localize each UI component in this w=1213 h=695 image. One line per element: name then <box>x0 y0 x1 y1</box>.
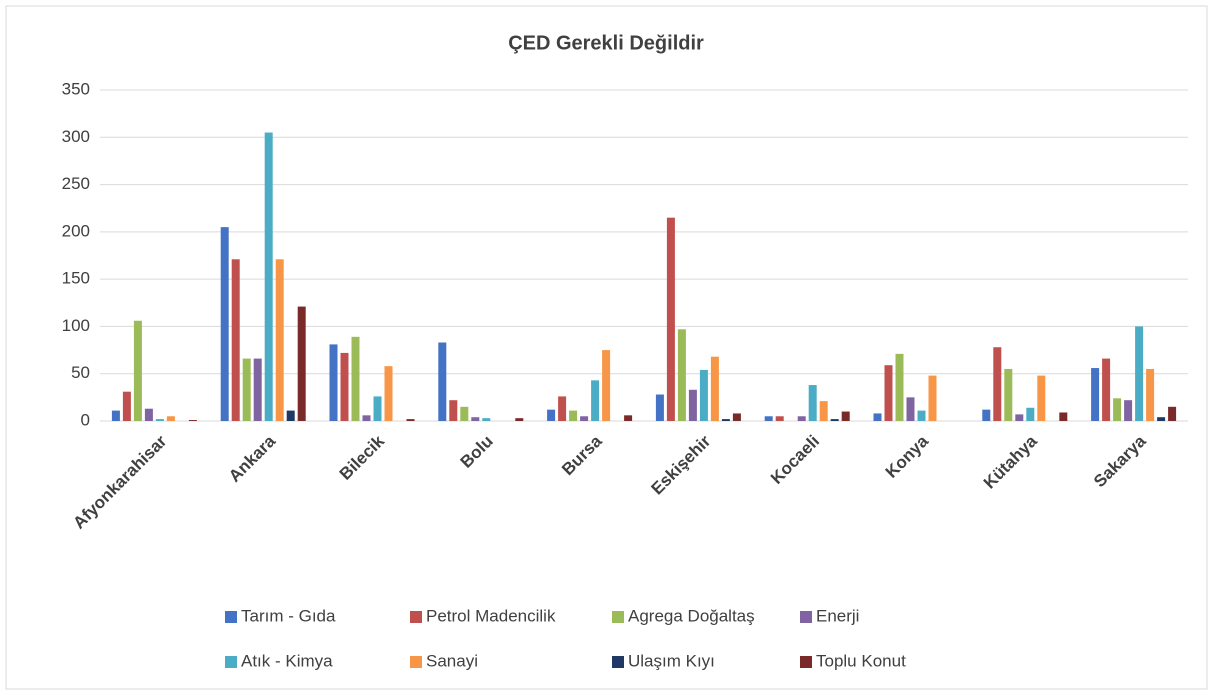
bar <box>111 410 120 421</box>
bar <box>1091 368 1100 421</box>
bar <box>515 418 524 421</box>
bar <box>438 342 447 421</box>
bar <box>830 419 839 421</box>
y-tick-label: 150 <box>62 269 90 288</box>
bar <box>253 358 262 421</box>
bar <box>1059 412 1068 421</box>
bar <box>547 409 556 421</box>
legend-label: Tarım - Gıda <box>241 606 336 625</box>
y-tick-label: 100 <box>62 316 90 335</box>
bar <box>710 356 719 421</box>
legend-swatch <box>612 656 624 668</box>
bar <box>188 420 197 421</box>
bar <box>721 419 730 421</box>
bar <box>591 380 600 421</box>
bar <box>982 409 991 421</box>
bar <box>895 353 904 421</box>
bar <box>373 396 382 421</box>
bar <box>1026 407 1035 421</box>
bar <box>1004 368 1013 421</box>
legend-swatch <box>800 611 812 623</box>
legend-swatch <box>225 656 237 668</box>
legend-swatch <box>225 611 237 623</box>
bar <box>449 400 458 421</box>
legend-swatch <box>612 611 624 623</box>
bar <box>558 396 567 421</box>
bar <box>917 410 926 421</box>
bar <box>732 413 741 421</box>
legend-label: Enerji <box>816 606 859 625</box>
legend-swatch <box>410 656 422 668</box>
bar <box>482 418 491 421</box>
bar <box>264 132 273 422</box>
bar <box>286 410 295 421</box>
y-tick-label: 250 <box>62 174 90 193</box>
legend-swatch <box>410 611 422 623</box>
bar <box>873 413 882 421</box>
bar <box>906 397 915 421</box>
bar <box>471 417 480 421</box>
bar <box>699 369 708 421</box>
bar <box>624 415 633 421</box>
chart-title: ÇED Gerekli Değildir <box>508 32 704 54</box>
legend-label: Atık - Kimya <box>241 651 333 670</box>
legend-label: Petrol Madencilik <box>426 606 556 625</box>
y-tick-label: 350 <box>62 79 90 98</box>
bar <box>1135 326 1144 421</box>
bar <box>122 391 131 421</box>
bar <box>362 415 371 421</box>
bar <box>928 375 937 421</box>
bar <box>242 358 251 421</box>
bar <box>808 385 817 421</box>
legend-label: Sanayi <box>426 651 478 670</box>
bar <box>460 406 469 421</box>
bar <box>384 366 393 421</box>
y-tick-label: 0 <box>81 410 90 429</box>
bar <box>144 408 153 421</box>
y-tick-label: 300 <box>62 127 90 146</box>
bar <box>819 401 828 421</box>
bar <box>133 320 142 421</box>
bar <box>602 350 611 421</box>
bar <box>884 365 893 421</box>
bar <box>231 259 240 421</box>
bar <box>580 416 589 421</box>
bar <box>406 419 415 421</box>
bar <box>775 416 784 421</box>
bar <box>220 227 229 421</box>
bar <box>797 416 806 421</box>
bar <box>155 419 164 421</box>
chart-border <box>5 5 1208 690</box>
bar <box>688 389 697 421</box>
bar <box>993 347 1002 421</box>
legend-label: Agrega Doğaltaş <box>628 606 755 625</box>
bar <box>297 306 306 421</box>
y-tick-label: 200 <box>62 221 90 240</box>
bar <box>677 329 686 421</box>
bar <box>166 416 175 421</box>
bar <box>1124 400 1133 421</box>
bar <box>1146 368 1155 421</box>
bar <box>569 410 578 421</box>
bar <box>666 217 675 421</box>
bar <box>351 336 360 421</box>
bar <box>1113 398 1122 421</box>
legend-label: Toplu Konut <box>816 651 906 670</box>
bar <box>1157 417 1166 421</box>
bar <box>340 352 349 421</box>
y-tick-label: 50 <box>71 363 90 382</box>
bar <box>655 394 664 421</box>
bar <box>1168 406 1177 421</box>
legend-swatch <box>800 656 812 668</box>
bar <box>329 344 338 421</box>
bar <box>275 259 284 421</box>
bar <box>1102 358 1111 421</box>
legend-label: Ulaşım Kıyı <box>628 651 715 670</box>
bar <box>1015 414 1024 421</box>
bar <box>764 416 773 421</box>
bar <box>1037 375 1046 421</box>
bar <box>841 411 850 421</box>
